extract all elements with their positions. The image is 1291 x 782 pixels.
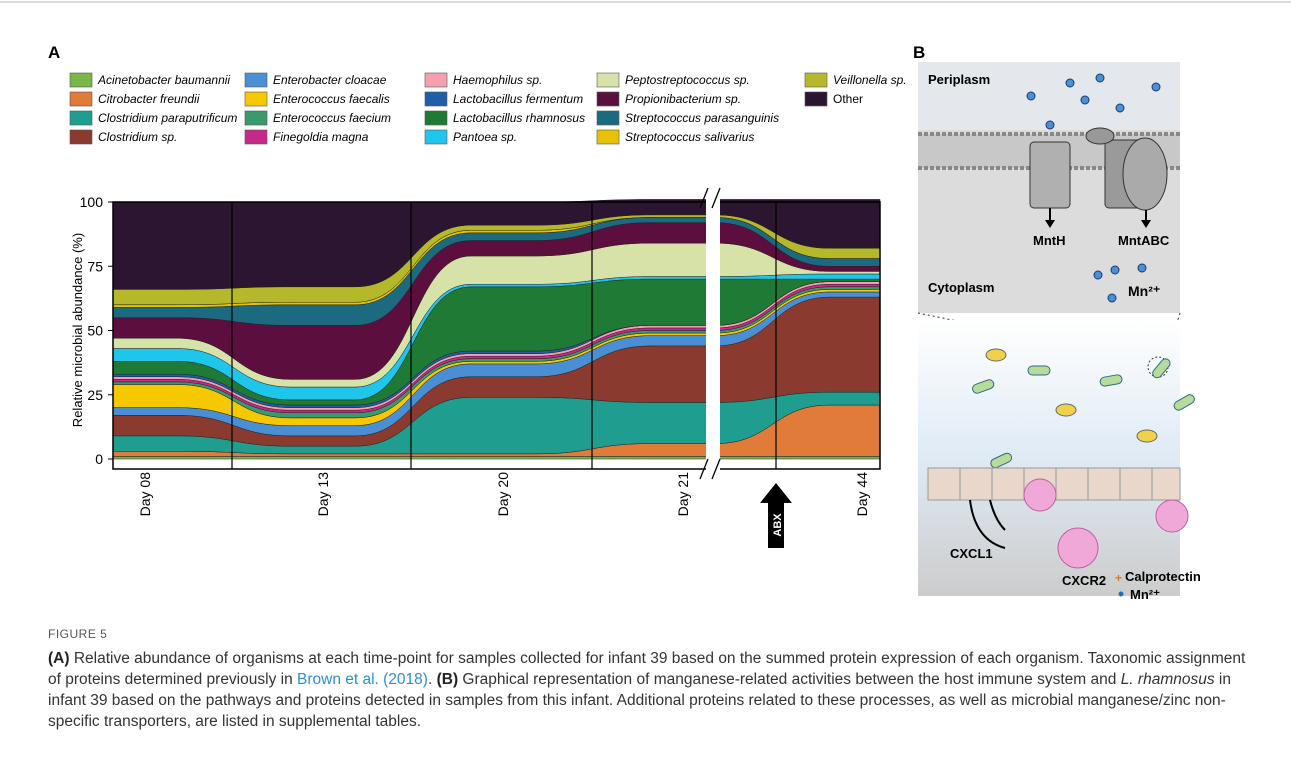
caption-text: Graphical representation of manganese-re… — [458, 671, 1121, 688]
caption: (A) Relative abundance of organisms at e… — [48, 648, 1248, 732]
x-tick-label: Day 13 — [315, 472, 331, 517]
x-tick-label: Day 08 — [137, 472, 153, 517]
legend-label: Veillonella sp. — [833, 73, 907, 87]
label: Mn²⁺ — [1128, 283, 1160, 299]
legend-swatch — [424, 110, 448, 126]
panel-label: B — [913, 43, 925, 62]
label: MntABC — [1118, 233, 1170, 248]
caption-text: Relative abundance of organisms at each … — [48, 650, 1246, 688]
legend-label: Enterococcus faecium — [273, 111, 391, 125]
legend-swatch — [69, 91, 93, 107]
arrow — [989, 499, 1006, 531]
legend-swatch — [596, 110, 620, 126]
y-tick-label: 50 — [87, 323, 103, 339]
label: Periplasm — [928, 72, 990, 87]
legend-swatch — [244, 129, 268, 145]
label: Cytoplasm — [928, 280, 994, 295]
caption-text: . — [427, 671, 437, 688]
y-tick-label: 75 — [87, 258, 103, 274]
legend-swatch — [596, 129, 620, 145]
legend-swatch — [69, 72, 93, 88]
diagram: Periplasm Cytoplasm MntH MntABC Mn²⁺ — [917, 62, 1201, 602]
legend-swatch — [596, 72, 620, 88]
plot-frame — [112, 201, 881, 470]
y-tick-label: 0 — [95, 451, 103, 467]
y-axis-label: Relative microbial abundance (%) — [70, 233, 85, 427]
label: Mn²⁺ — [1130, 587, 1160, 602]
figure-number: FIGURE 5 — [48, 627, 108, 641]
break-mark — [699, 458, 709, 480]
mn-ions — [1026, 73, 1161, 303]
legend-label: Acinetobacter baumannii — [97, 73, 230, 87]
break-mark — [711, 458, 721, 480]
legend-label: Finegoldia magna — [273, 130, 369, 144]
yeast — [985, 348, 1158, 443]
legend-label: Pantoea sp. — [453, 130, 517, 144]
x-tick-label: Day 44 — [854, 472, 870, 517]
x-tick-label: Day 20 — [495, 472, 511, 517]
legend-symbol: + — [1115, 571, 1122, 585]
label: CXCL1 — [950, 546, 993, 561]
caption-text: in infant 39 based on the pathways and p… — [48, 671, 1231, 730]
break-mark — [699, 187, 709, 209]
legend-label: Clostridium sp. — [98, 130, 177, 144]
legend-swatch — [596, 91, 620, 107]
legend-label: Other — [833, 92, 863, 106]
legend-swatch — [424, 91, 448, 107]
legend-label: Enterococcus faecalis — [273, 92, 390, 106]
annotation: ABX — [772, 513, 784, 537]
figure: A B Acinetobacter baumannii Citrobacter f… — [0, 1, 1291, 602]
y-tick-label: 100 — [80, 194, 104, 210]
stream-band — [112, 456, 881, 460]
legend-swatch — [424, 72, 448, 88]
legend-swatch — [244, 72, 268, 88]
panel-label: A — [48, 43, 60, 62]
bacteria — [972, 358, 1195, 469]
label: Calprotectin — [1125, 569, 1201, 584]
legend-swatch — [804, 72, 828, 88]
arrow — [969, 499, 1006, 549]
legend-label: Streptococcus parasanguinis — [625, 111, 779, 125]
legend-label: Enterobacter cloacae — [273, 73, 387, 87]
legend-label: Lactobacillus fermentum — [453, 92, 583, 106]
legend-label: Clostridium paraputrificum — [98, 111, 237, 125]
break-mark — [711, 187, 721, 209]
legend-swatch — [69, 129, 93, 145]
legend-label: Lactobacillus rhamnosus — [453, 111, 585, 125]
neutrophils — [1023, 478, 1189, 569]
legend-label: Haemophilus sp. — [453, 73, 542, 87]
legend-label: Citrobacter freundii — [98, 92, 200, 106]
citation-link[interactable]: Brown et al. (2018) — [297, 671, 428, 688]
legend-swatch — [804, 91, 828, 107]
y-tick-label: 25 — [87, 387, 103, 403]
legend-symbol — [1118, 591, 1124, 597]
chart: Acinetobacter baumannii Citrobacter freun… — [69, 72, 907, 548]
abx-arrow — [760, 483, 792, 548]
x-tick-label: Day 21 — [675, 472, 691, 517]
caption-label: (B) — [436, 671, 459, 688]
label: MntH — [1033, 233, 1066, 248]
mnth-transporter — [1029, 141, 1071, 209]
host-region — [918, 320, 1180, 596]
axis-break — [706, 192, 720, 479]
legend-swatch — [424, 129, 448, 145]
legend-swatch — [244, 110, 268, 126]
legend-label: Propionibacterium sp. — [625, 92, 741, 106]
legend-swatch — [69, 110, 93, 126]
label: CXCR2 — [1062, 573, 1106, 588]
periplasm-region — [918, 62, 1180, 130]
legend-label: Streptococcus salivarius — [625, 130, 754, 144]
caption-species: L. rhamnosus — [1120, 671, 1215, 688]
caption-label: (A) — [48, 650, 70, 667]
legend-swatch — [244, 91, 268, 107]
legend-label: Peptostreptococcus sp. — [625, 73, 750, 87]
